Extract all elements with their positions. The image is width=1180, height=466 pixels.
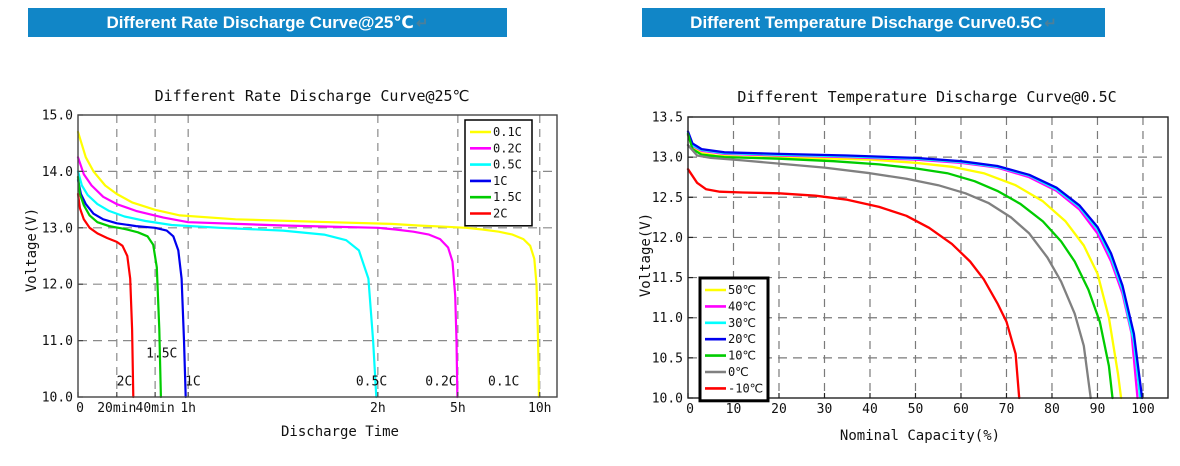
y-tick-label: 13.0 <box>652 151 683 166</box>
x-tick-label: 5h <box>450 401 466 416</box>
x-tick-label: 30 <box>817 402 833 417</box>
temperature-chart-banner: Different Temperature Discharge Curve0.5… <box>642 8 1105 37</box>
y-tick-label: 12.0 <box>652 231 683 246</box>
y-axis-label: Voltage(V) <box>24 208 40 292</box>
return-mark-icon: ↵ <box>1044 15 1057 32</box>
y-tick-label: 10.0 <box>42 391 73 406</box>
legend-label: 20℃ <box>728 332 756 346</box>
x-tick-label: 0 <box>76 401 84 416</box>
temperature-discharge-chart: Different Temperature Discharge Curve@0.… <box>590 0 1180 461</box>
y-tick-label: 13.5 <box>652 111 683 126</box>
rate-discharge-chart: Different Rate Discharge Curve@25℃ Discha… <box>0 0 590 461</box>
x-tick-label: 20min <box>97 401 136 416</box>
series-line-10℃ <box>686 132 1114 400</box>
x-tick-label: 10h <box>528 401 551 416</box>
legend-box <box>464 119 533 227</box>
x-tick-label: 2h <box>370 401 386 416</box>
chart-canvas-0: Different Rate Discharge Curve@25℃ Discha… <box>24 87 558 440</box>
curve-annotation: 1C <box>185 375 201 390</box>
x-axis-label: Discharge Time <box>281 424 399 440</box>
series-line-0.1C <box>76 130 541 399</box>
rate-chart-banner: Different Rate Discharge Curve@25℃ ↵ <box>28 8 507 37</box>
curve-annotation: 1.5C <box>146 347 177 362</box>
x-tick-label: 20 <box>771 402 787 417</box>
x-tick-label: 0 <box>686 402 694 417</box>
x-tick-label: 70 <box>999 402 1015 417</box>
legend-label: 50℃ <box>728 283 756 297</box>
y-tick-label: 13.0 <box>42 221 73 236</box>
x-tick-label: 90 <box>1090 402 1106 417</box>
x-tick-label: 40min <box>136 401 175 416</box>
x-tick-label: 10 <box>726 402 742 417</box>
legend-label: 0℃ <box>728 365 749 379</box>
curve-annotation: 0.5C <box>356 375 387 390</box>
legend-label: 30℃ <box>728 316 756 330</box>
series-line-1.5C <box>76 175 162 399</box>
return-mark-icon: ↵ <box>415 15 429 32</box>
x-tick-label: 100 <box>1131 402 1154 417</box>
y-axis-label: Voltage(V) <box>638 213 654 297</box>
legend-label: 10℃ <box>728 349 756 363</box>
legend-label: 2C <box>493 207 507 221</box>
series-line-0℃ <box>686 143 1092 400</box>
legend-label: 0.2C <box>493 141 522 155</box>
chart-title: Different Temperature Discharge Curve@0.… <box>737 88 1116 106</box>
y-tick-label: 12.0 <box>42 278 73 293</box>
y-tick-label: 14.0 <box>42 165 73 180</box>
series-line-0.2C <box>76 156 459 399</box>
y-tick-label: 12.5 <box>652 191 683 206</box>
y-tick-label: 10.0 <box>652 392 683 407</box>
y-tick-label: 10.5 <box>652 351 683 366</box>
legend-label: 1.5C <box>493 190 522 204</box>
plot-frame <box>77 114 558 398</box>
series-line-2C <box>76 192 135 399</box>
x-tick-label: 1h <box>180 401 196 416</box>
series-line-20℃ <box>686 130 1144 400</box>
chart-canvas-1: Different Temperature Discharge Curve@0.… <box>638 88 1169 444</box>
y-tick-label: 11.0 <box>652 311 683 326</box>
chart-title: Different Rate Discharge Curve@25℃ <box>155 87 470 105</box>
series-line-0.5C <box>76 170 378 399</box>
legend-label: 1C <box>493 174 507 188</box>
series-line-1C <box>76 178 187 399</box>
series-line--10℃ <box>686 168 1021 400</box>
legend-label: 0.5C <box>493 158 522 172</box>
y-tick-label: 11.0 <box>42 334 73 349</box>
x-tick-label: 50 <box>908 402 924 417</box>
x-tick-label: 60 <box>953 402 969 417</box>
y-tick-label: 15.0 <box>42 109 73 124</box>
curve-annotation: 0.2C <box>425 375 456 390</box>
curve-annotation: 2C <box>117 375 133 390</box>
plot-frame <box>687 116 1169 399</box>
temperature-chart-banner-title: Different Temperature Discharge Curve0.5… <box>690 13 1043 32</box>
rate-chart-banner-title: Different Rate Discharge Curve@25℃ <box>106 13 414 32</box>
y-tick-label: 11.5 <box>652 271 683 286</box>
legend-label: 0.1C <box>493 125 522 139</box>
curve-annotation: 0.1C <box>488 375 519 390</box>
legend-label: 40℃ <box>728 299 756 313</box>
x-tick-label: 80 <box>1044 402 1060 417</box>
x-axis-label: Nominal Capacity(%) <box>840 428 1000 444</box>
legend-label: -10℃ <box>728 381 763 395</box>
x-tick-label: 40 <box>862 402 878 417</box>
